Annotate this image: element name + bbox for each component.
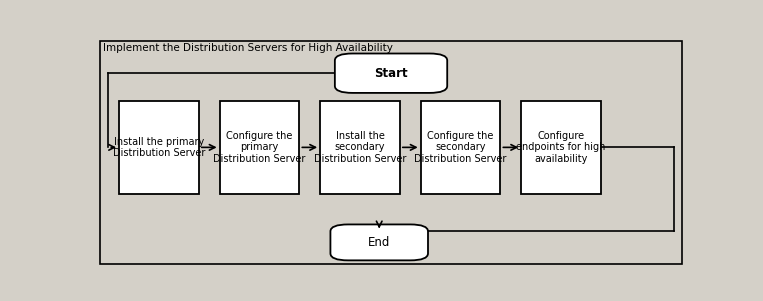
FancyBboxPatch shape — [220, 101, 299, 194]
Text: Start: Start — [374, 67, 408, 80]
Text: Configure the
secondary
Distribution Server: Configure the secondary Distribution Ser… — [414, 131, 507, 164]
Text: Implement the Distribution Servers for High Availability: Implement the Distribution Servers for H… — [103, 43, 393, 53]
Text: End: End — [368, 236, 391, 249]
Text: Install the
secondary
Distribution Server: Install the secondary Distribution Serve… — [314, 131, 406, 164]
FancyBboxPatch shape — [335, 54, 447, 93]
FancyBboxPatch shape — [521, 101, 601, 194]
FancyBboxPatch shape — [330, 225, 428, 260]
FancyBboxPatch shape — [420, 101, 501, 194]
Text: Configure
endpoints for high
availability: Configure endpoints for high availabilit… — [517, 131, 606, 164]
Text: Install the primary
Distribution Server: Install the primary Distribution Server — [113, 137, 205, 158]
FancyBboxPatch shape — [119, 101, 199, 194]
Text: Configure the
primary
Distribution Server: Configure the primary Distribution Serve… — [214, 131, 306, 164]
FancyBboxPatch shape — [320, 101, 400, 194]
